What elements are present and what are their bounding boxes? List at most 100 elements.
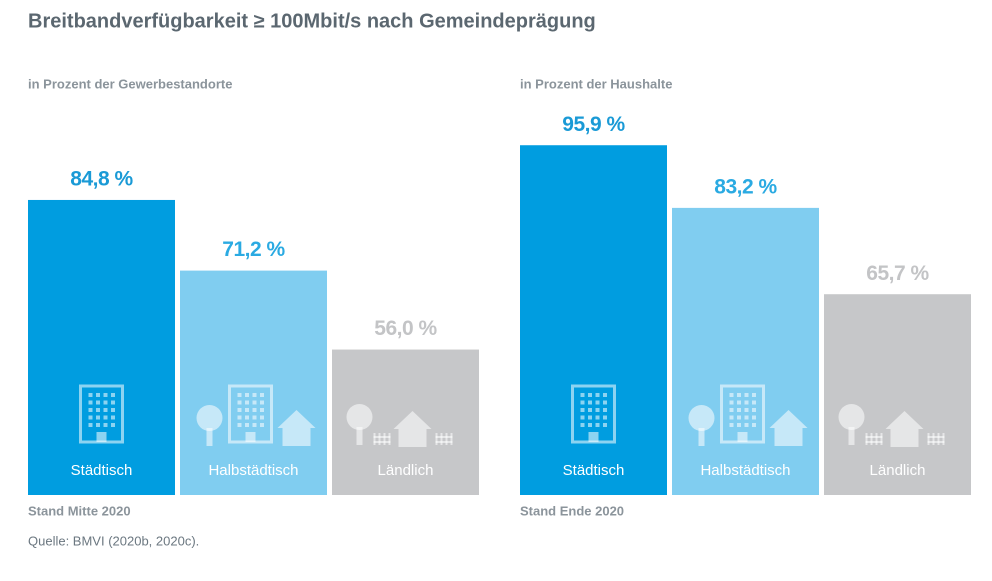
icon-window xyxy=(252,408,257,412)
icon-window xyxy=(737,423,741,427)
icon-window xyxy=(260,423,264,427)
icon-window xyxy=(588,423,592,427)
bar xyxy=(180,270,327,495)
icon-window xyxy=(237,423,242,427)
icon-door xyxy=(96,432,107,442)
icon-fence xyxy=(865,436,883,438)
category-label: Städtisch xyxy=(71,462,133,479)
icon-window xyxy=(595,423,600,427)
icon-window xyxy=(595,393,600,397)
icon-window xyxy=(245,415,249,420)
icon-window xyxy=(237,400,242,405)
icon-window xyxy=(111,393,115,397)
icon-window xyxy=(580,423,585,427)
icon-window xyxy=(252,400,257,405)
icon-window xyxy=(603,400,607,405)
bar xyxy=(672,207,819,495)
icon-fence xyxy=(373,436,391,438)
icon-window xyxy=(103,408,108,412)
icon-tree xyxy=(838,404,865,430)
icon-window xyxy=(588,408,592,412)
title: Breitbandverfügbarkeit ≥ 100Mbit/s nach … xyxy=(28,10,596,32)
icon-window xyxy=(580,415,585,420)
category-label: Ländlich xyxy=(378,462,434,479)
icon-window xyxy=(96,400,100,405)
icon-window xyxy=(237,415,242,420)
subtitle: in Prozent der Gewerbestandorte xyxy=(28,76,232,91)
icon-door xyxy=(588,432,599,442)
icon-window xyxy=(588,415,592,420)
icon-fence xyxy=(435,441,453,443)
icon-window xyxy=(111,423,115,427)
icon-fence xyxy=(435,436,453,438)
icon-window xyxy=(729,393,734,397)
icon-window xyxy=(580,400,585,405)
icon-window xyxy=(744,423,749,427)
icon-window xyxy=(729,408,734,412)
value-label: 71,2 % xyxy=(222,238,285,261)
icon-house xyxy=(393,411,432,447)
icon-window xyxy=(245,393,249,397)
icon-window xyxy=(744,393,749,397)
icon-window xyxy=(88,408,93,412)
icon-window xyxy=(111,400,115,405)
icon-window xyxy=(729,423,734,427)
icon-fence xyxy=(942,433,945,445)
icon-window xyxy=(752,415,756,420)
category-label: Halbstädtisch xyxy=(700,462,790,479)
icon-window xyxy=(588,393,592,397)
icon-window xyxy=(88,393,93,397)
icon-fence xyxy=(870,433,873,445)
icon-window xyxy=(260,415,264,420)
category-label: Ländlich xyxy=(870,462,926,479)
icon-window xyxy=(729,415,734,420)
icon-window xyxy=(737,415,741,420)
icon-window xyxy=(580,408,585,412)
icon-window xyxy=(103,400,108,405)
icon-window xyxy=(96,408,100,412)
icon-fence xyxy=(383,433,386,445)
icon-fence xyxy=(440,433,443,445)
icon-window xyxy=(237,408,242,412)
icon-window xyxy=(752,408,756,412)
value-label: 65,7 % xyxy=(866,262,929,285)
icon-door xyxy=(245,432,256,442)
icon-fence xyxy=(927,441,945,443)
icon-window xyxy=(595,415,600,420)
icon-fence xyxy=(373,433,376,445)
note: Stand Mitte 2020 xyxy=(28,503,131,518)
icon-window xyxy=(96,415,100,420)
icon-window xyxy=(260,400,264,405)
source: Quelle: BMVI (2020b, 2020c). xyxy=(28,533,199,548)
icon-fence xyxy=(927,436,945,438)
icon-tree xyxy=(688,405,715,431)
icon-window xyxy=(737,393,741,397)
icon-window xyxy=(252,415,257,420)
icon-window xyxy=(595,400,600,405)
icon-door xyxy=(737,432,748,442)
icon-window xyxy=(245,408,249,412)
icon-tree xyxy=(346,404,373,430)
icon-window xyxy=(103,415,108,420)
icon-fence xyxy=(373,441,391,443)
note: Stand Ende 2020 xyxy=(520,503,624,518)
icon-fence xyxy=(450,433,453,445)
icon-trunk xyxy=(206,428,213,446)
icon-fence xyxy=(875,433,878,445)
icon-window xyxy=(744,415,749,420)
icon-fence xyxy=(932,433,935,445)
icon-fence xyxy=(378,433,381,445)
icon-window xyxy=(88,400,93,405)
icon-window xyxy=(603,393,607,397)
icon-window xyxy=(595,408,600,412)
icon-fence xyxy=(445,433,448,445)
icon-window xyxy=(737,408,741,412)
icon-window xyxy=(752,393,756,397)
icon-window xyxy=(729,400,734,405)
icon-window xyxy=(603,408,607,412)
bar xyxy=(28,199,175,495)
icon-window xyxy=(603,423,607,427)
icon-fence xyxy=(937,433,940,445)
icon-window xyxy=(237,393,242,397)
